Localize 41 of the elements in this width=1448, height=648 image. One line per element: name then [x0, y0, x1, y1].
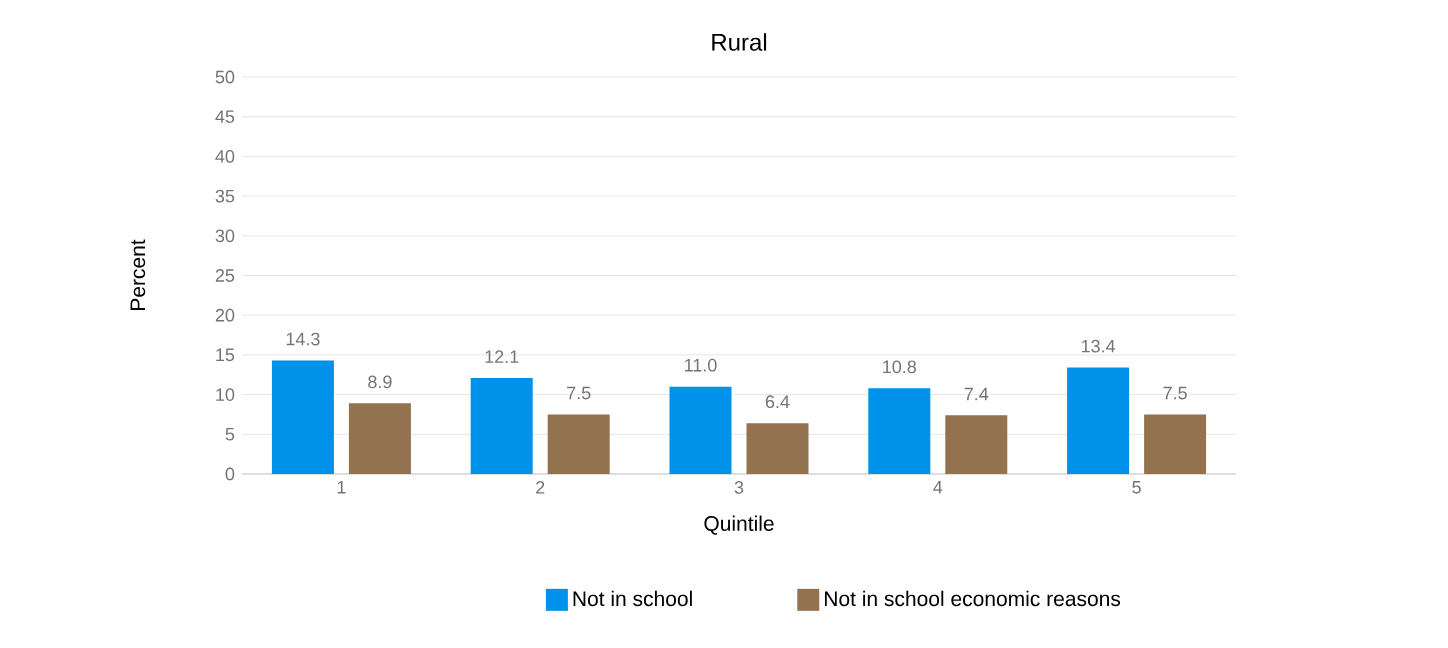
data-label: 14.3 — [286, 332, 320, 346]
data-label: 10.8 — [883, 360, 917, 374]
data-label: 7.4 — [964, 387, 989, 401]
bar — [470, 377, 533, 474]
y-axis-title: Percent — [130, 239, 146, 310]
x-tick-label: 4 — [933, 481, 943, 494]
data-label: 6.4 — [765, 395, 790, 409]
legend-label: Not in school economic reasons — [825, 590, 1121, 607]
y-tick-label: 15 — [216, 348, 235, 362]
x-tick-label: 5 — [1132, 481, 1141, 494]
y-tick-label: 20 — [215, 308, 235, 322]
x-axis-title: Quintile — [704, 515, 774, 535]
y-tick-label: 45 — [215, 110, 235, 123]
x-tick-label: 2 — [536, 481, 545, 494]
data-label: 13.4 — [1081, 339, 1116, 353]
bar — [1144, 414, 1207, 474]
bar — [547, 414, 610, 474]
y-tick-label: 30 — [215, 229, 235, 243]
bar — [271, 360, 334, 474]
y-tick-label: 10 — [216, 388, 235, 401]
data-label: 7.5 — [1163, 386, 1187, 400]
bar — [348, 403, 411, 474]
data-label: 8.9 — [368, 375, 392, 389]
x-tick-label: 3 — [734, 481, 744, 494]
y-tick-label: 5 — [225, 428, 235, 441]
legend-label: Not in school — [573, 590, 692, 607]
y-tick-label: 25 — [215, 269, 235, 282]
data-label: 7.5 — [567, 386, 591, 400]
x-tick-label: 1 — [337, 481, 346, 494]
bar — [945, 415, 1008, 474]
bar — [868, 388, 931, 474]
bar — [1067, 367, 1130, 474]
y-tick-label: 35 — [215, 189, 235, 203]
bar — [746, 423, 809, 474]
y-tick-label: 0 — [225, 467, 235, 481]
data-label: 11.0 — [685, 358, 717, 372]
chart-title: Rural — [712, 33, 767, 51]
data-label: 12.1 — [485, 350, 519, 363]
y-tick-label: 50 — [215, 70, 235, 84]
bar — [669, 386, 732, 474]
y-tick-label: 40 — [215, 150, 235, 163]
